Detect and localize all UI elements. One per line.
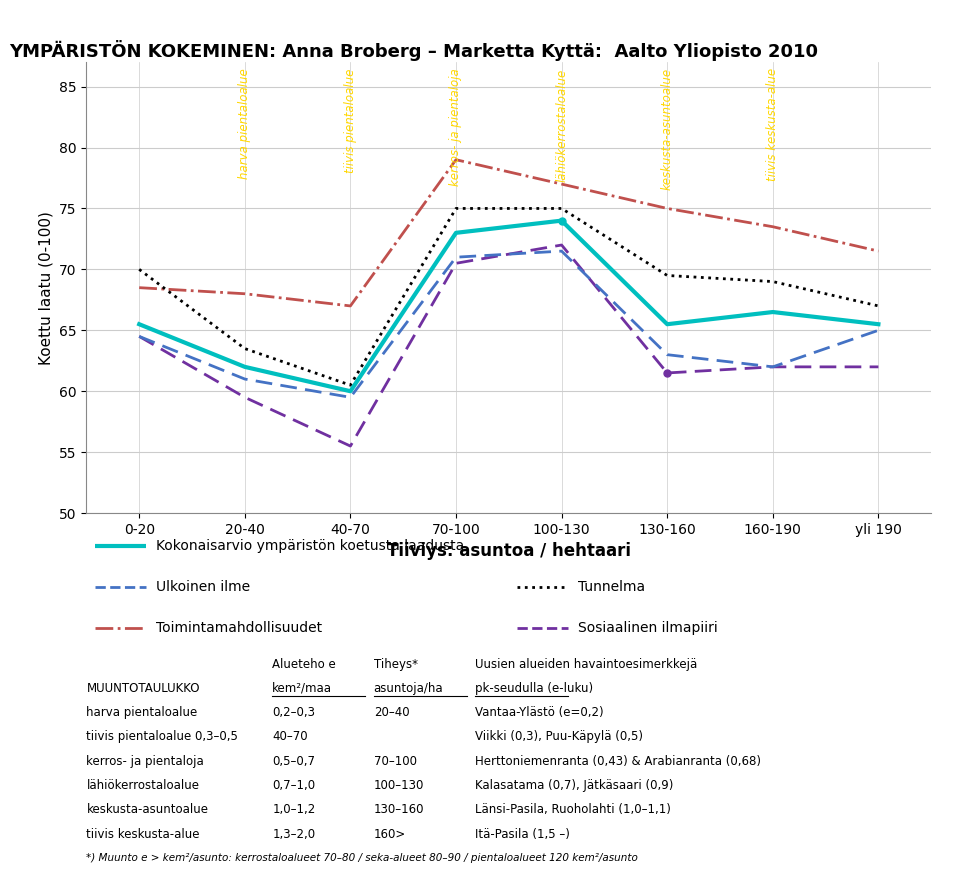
Text: 100–130: 100–130 [373, 779, 424, 792]
Text: Vantaa-Ylästö (e=0,2): Vantaa-Ylästö (e=0,2) [475, 706, 604, 719]
Text: keskusta-asuntoalue: keskusta-asuntoalue [660, 68, 674, 190]
Text: 1,0–1,2: 1,0–1,2 [273, 804, 316, 816]
Text: 20–40: 20–40 [373, 706, 409, 719]
Text: asuntoja/ha: asuntoja/ha [373, 682, 444, 695]
Text: Viikki (0,3), Puu-Käpylä (0,5): Viikki (0,3), Puu-Käpylä (0,5) [475, 731, 643, 743]
Text: Ulkoinen ilme: Ulkoinen ilme [156, 580, 250, 594]
Text: kerros- ja pientaloja: kerros- ja pientaloja [449, 68, 463, 186]
Text: Tiheys*: Tiheys* [373, 658, 418, 670]
Text: 1,3–2,0: 1,3–2,0 [273, 828, 316, 840]
Text: 70–100: 70–100 [373, 755, 417, 768]
Text: lähiökerrostaloalue: lähiökerrostaloalue [86, 779, 200, 792]
Text: Sosiaalinen ilmapiiri: Sosiaalinen ilmapiiri [578, 621, 718, 635]
Text: keskusta-asuntoalue: keskusta-asuntoalue [86, 804, 208, 816]
Text: 0,2–0,3: 0,2–0,3 [273, 706, 315, 719]
X-axis label: Tiiviys: asuntoa / hehtaari: Tiiviys: asuntoa / hehtaari [387, 542, 631, 560]
Text: Kalasatama (0,7), Jätkäsaari (0,9): Kalasatama (0,7), Jätkäsaari (0,9) [475, 779, 673, 792]
Text: YMPÄRISTÖN KOKEMINEN: Anna Broberg – Marketta Kyttä:  Aalto Yliopisto 2010: YMPÄRISTÖN KOKEMINEN: Anna Broberg – Mar… [10, 40, 819, 61]
Text: tiivis keskusta-alue: tiivis keskusta-alue [86, 828, 200, 840]
Text: 0,7–1,0: 0,7–1,0 [273, 779, 316, 792]
Text: lähiökerrostaloalue: lähiökerrostaloalue [555, 68, 568, 181]
Text: MUUNTOTAULUKKO: MUUNTOTAULUKKO [86, 682, 200, 695]
Text: Uusien alueiden havaintoesimerkkejä: Uusien alueiden havaintoesimerkkejä [475, 658, 697, 670]
Text: harva pientaloalue: harva pientaloalue [238, 68, 252, 179]
Text: 130–160: 130–160 [373, 804, 424, 816]
Text: Kokonaisarvio ympäristön koetusta laadusta: Kokonaisarvio ympäristön koetusta laadus… [156, 539, 464, 553]
Text: tiivis keskusta-alue: tiivis keskusta-alue [766, 68, 780, 181]
Text: Itä-Pasila (1,5 –): Itä-Pasila (1,5 –) [475, 828, 570, 840]
Text: 0,5–0,7: 0,5–0,7 [273, 755, 315, 768]
Text: Toimintamahdollisuudet: Toimintamahdollisuudet [156, 621, 322, 635]
Text: Alueteho e: Alueteho e [273, 658, 336, 670]
Text: *) Muunto e > kem²/asunto: kerrostaloalueet 70–80 / seka-alueet 80–90 / pientalo: *) Muunto e > kem²/asunto: kerrostaloalu… [86, 853, 638, 863]
Y-axis label: Koettu laatu (0-100): Koettu laatu (0-100) [38, 211, 54, 364]
Text: tiivis pientaloalue: tiivis pientaloalue [344, 68, 357, 172]
Text: Tunnelma: Tunnelma [578, 580, 645, 594]
Text: tiivis pientaloalue 0,3–0,5: tiivis pientaloalue 0,3–0,5 [86, 731, 238, 743]
Text: Länsi-Pasila, Ruoholahti (1,0–1,1): Länsi-Pasila, Ruoholahti (1,0–1,1) [475, 804, 671, 816]
Text: harva pientaloalue: harva pientaloalue [86, 706, 198, 719]
Text: 160>: 160> [373, 828, 406, 840]
Text: 40–70: 40–70 [273, 731, 308, 743]
Text: pk-seudulla (e-luku): pk-seudulla (e-luku) [475, 682, 593, 695]
Text: Herttoniemenranta (0,43) & Arabianranta (0,68): Herttoniemenranta (0,43) & Arabianranta … [475, 755, 761, 768]
Text: kem²/maa: kem²/maa [273, 682, 332, 695]
Text: kerros- ja pientaloja: kerros- ja pientaloja [86, 755, 204, 768]
